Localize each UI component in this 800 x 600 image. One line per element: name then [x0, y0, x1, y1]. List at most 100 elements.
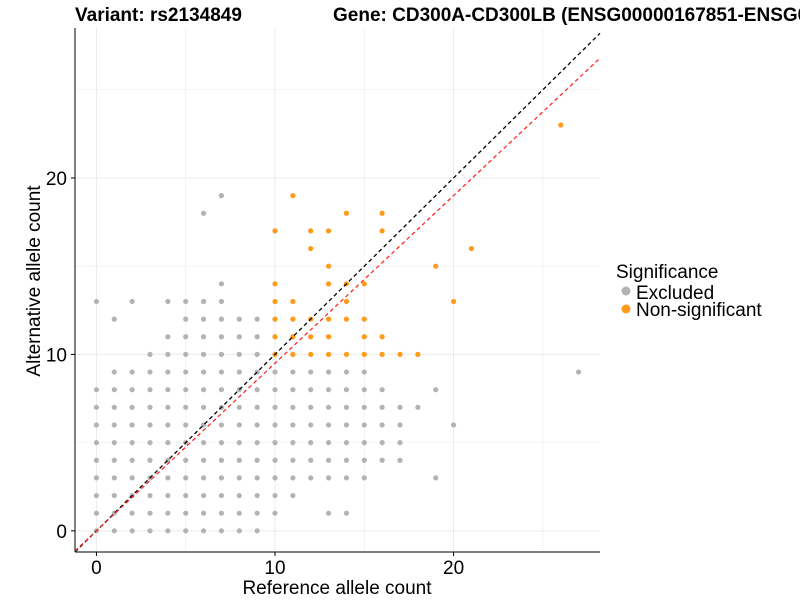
point-excluded [236, 510, 242, 516]
point-excluded [93, 404, 100, 410]
point-excluded [129, 440, 135, 446]
point-excluded [200, 475, 207, 481]
y-tick-label: 0 [56, 522, 67, 543]
point-excluded [93, 457, 100, 463]
point-excluded [254, 351, 260, 357]
point-non-significant [325, 334, 332, 340]
point-excluded [165, 475, 171, 481]
point-excluded [379, 440, 385, 446]
point-non-significant [325, 263, 332, 269]
point-excluded [254, 510, 260, 516]
y-axis-label: Alternative allele count [24, 185, 45, 377]
point-excluded [183, 316, 189, 322]
point-non-significant [308, 334, 314, 340]
point-excluded [147, 492, 153, 499]
x-axis-label: Reference allele count [242, 578, 432, 599]
grid [75, 28, 600, 552]
point-excluded [200, 510, 207, 516]
point-excluded [183, 510, 189, 516]
point-non-significant [379, 228, 385, 234]
point-excluded [254, 492, 260, 499]
point-excluded [165, 440, 171, 446]
point-excluded [165, 422, 171, 428]
point-non-significant [290, 316, 296, 322]
point-non-significant [272, 228, 278, 234]
point-excluded [218, 298, 225, 305]
point-excluded [129, 510, 135, 516]
point-excluded [236, 334, 242, 340]
point-excluded [254, 316, 260, 322]
data-points [93, 122, 582, 534]
point-non-significant [272, 281, 278, 287]
point-excluded [183, 422, 189, 428]
point-excluded [236, 475, 242, 481]
legend-label-nonsig: Non-significant [636, 300, 762, 321]
point-excluded [325, 475, 332, 481]
point-excluded [218, 387, 225, 393]
point-excluded [290, 440, 296, 446]
point-excluded [111, 387, 117, 393]
point-excluded [397, 440, 403, 446]
point-excluded [397, 404, 403, 410]
point-excluded [361, 387, 367, 393]
point-excluded [183, 404, 189, 410]
point-non-significant [433, 263, 439, 269]
point-excluded [272, 457, 278, 463]
point-excluded [325, 440, 332, 446]
point-excluded [147, 351, 153, 357]
point-excluded [111, 457, 117, 463]
point-excluded [183, 298, 189, 305]
point-non-significant [343, 298, 350, 305]
point-excluded [93, 492, 100, 499]
point-excluded [147, 510, 153, 516]
point-excluded [111, 316, 117, 322]
point-non-significant [308, 245, 314, 252]
point-non-significant [272, 334, 278, 340]
point-excluded [200, 440, 207, 446]
point-excluded [129, 528, 135, 534]
point-excluded [183, 492, 189, 499]
point-excluded [415, 404, 421, 410]
point-excluded [236, 404, 242, 410]
point-excluded [254, 387, 260, 393]
point-excluded [254, 334, 260, 340]
point-excluded [183, 457, 189, 463]
y-tick-label: 10 [46, 345, 67, 366]
point-excluded [218, 492, 225, 499]
point-excluded [129, 404, 135, 410]
point-excluded [147, 387, 153, 393]
point-non-significant [325, 228, 332, 234]
point-excluded [272, 387, 278, 393]
point-excluded [93, 422, 100, 428]
point-excluded [218, 351, 225, 357]
point-excluded [308, 422, 314, 428]
point-excluded [379, 422, 385, 428]
point-excluded [218, 475, 225, 481]
point-excluded [361, 440, 367, 446]
point-excluded [308, 440, 314, 446]
point-excluded [93, 440, 100, 446]
point-excluded [254, 475, 260, 481]
point-excluded [325, 387, 332, 393]
point-excluded [218, 369, 225, 375]
chart-title-gene: Gene: CD300A-CD300LB (ENSG00000167851-EN… [333, 5, 800, 26]
point-excluded [111, 369, 117, 375]
point-excluded [165, 492, 171, 499]
point-excluded [325, 510, 332, 516]
point-excluded [272, 422, 278, 428]
point-excluded [272, 369, 278, 375]
point-excluded [147, 422, 153, 428]
point-excluded [361, 422, 367, 428]
point-non-significant [379, 334, 385, 340]
point-excluded [200, 210, 207, 216]
point-excluded [254, 528, 260, 534]
point-excluded [272, 510, 278, 516]
point-excluded [200, 492, 207, 499]
point-excluded [379, 404, 385, 410]
point-non-significant [290, 193, 296, 199]
point-excluded [308, 457, 314, 463]
point-excluded [236, 422, 242, 428]
point-excluded [129, 298, 135, 305]
point-excluded [129, 387, 135, 393]
point-excluded [325, 404, 332, 410]
